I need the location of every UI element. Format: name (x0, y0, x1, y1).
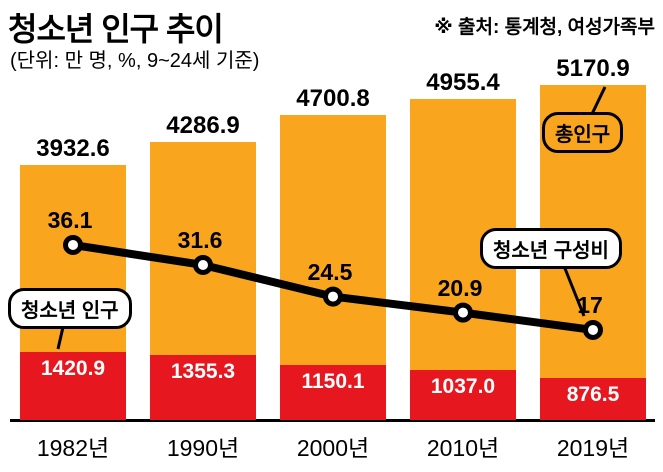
total-population-value: 5170.9 (556, 54, 630, 82)
total-population-value: 4955.4 (426, 68, 500, 96)
youth-population-value: 1355.3 (170, 359, 236, 383)
total-population-callout: 총인구 (542, 112, 624, 153)
youth-population-value: 1420.9 (40, 356, 106, 380)
youth-population-value: 876.5 (566, 382, 620, 406)
category-label: 2019년 (556, 435, 630, 461)
source-note: ※ 출처: 통계청, 여성가족부 (434, 17, 655, 38)
category-label: 2010년 (426, 435, 500, 461)
youth-ratio-value: 24.5 (307, 258, 353, 285)
youth-population-bar (150, 354, 256, 420)
youth-population-bar (540, 377, 646, 420)
youth-ratio-callout: 청소년 구성비 (480, 228, 622, 269)
youth-population-bar (20, 351, 126, 420)
youth-population-bar (280, 364, 386, 420)
youth-ratio-value: 36.1 (47, 206, 93, 233)
total-population-value: 4286.9 (166, 112, 240, 140)
youth-population-value: 1150.1 (301, 369, 365, 393)
youth-population-callout: 청소년 인구 (8, 288, 132, 329)
unit-note: (단위: 만 명, %, 9~24세 기준) (10, 50, 260, 72)
total-population-value: 3932.6 (36, 135, 110, 163)
youth-population-bar (410, 370, 516, 420)
category-label: 2000년 (296, 435, 370, 461)
category-label: 1982년 (36, 435, 110, 461)
total-population-value: 4700.8 (296, 85, 370, 113)
youth-ratio-value: 20.9 (437, 274, 483, 301)
category-label: 1990년 (166, 435, 240, 461)
x-axis-line (10, 419, 655, 422)
youth-population-value: 1037.0 (430, 375, 496, 399)
youth-ratio-value: 31.6 (177, 226, 223, 253)
youth-ratio-value: 17 (577, 291, 603, 318)
page-title: 청소년 인구 추이 (8, 11, 224, 47)
